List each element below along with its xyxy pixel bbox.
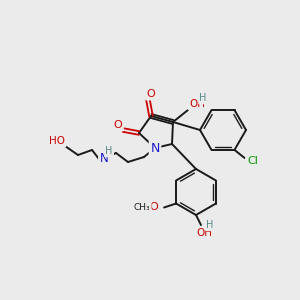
Text: O: O [147,89,155,99]
Text: N: N [100,152,108,166]
Text: H: H [206,220,214,230]
Text: O: O [114,120,122,130]
Text: O: O [150,202,158,212]
Text: H: H [199,93,207,103]
Text: HO: HO [49,136,65,146]
Text: CH₃: CH₃ [134,203,150,212]
Text: H: H [105,146,113,156]
Text: OH: OH [189,99,205,109]
Text: N: N [150,142,160,154]
Text: OH: OH [196,228,212,238]
Text: Cl: Cl [247,156,258,166]
